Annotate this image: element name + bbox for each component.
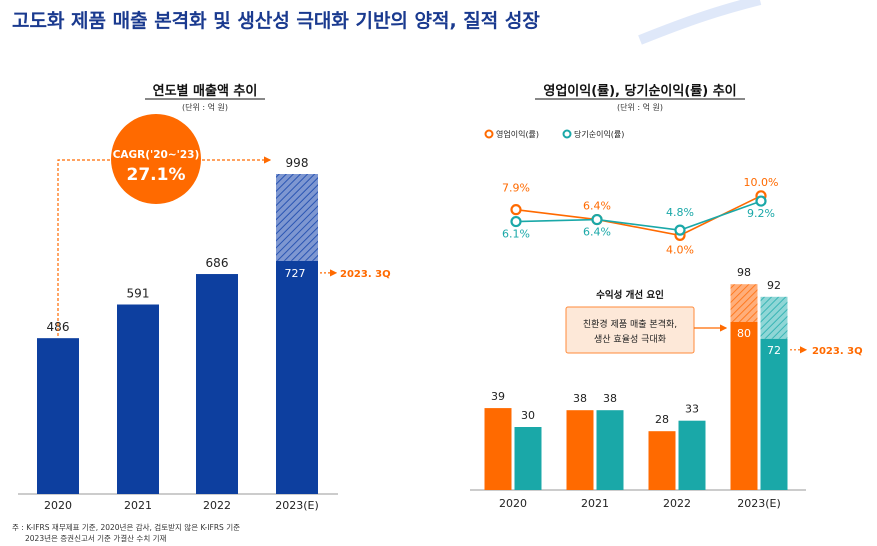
page-headline: 고도화 제품 매출 본격화 및 생산성 극대화 기반의 양적, 질적 성장 xyxy=(12,10,540,32)
line-data-label: 6.1% xyxy=(502,228,530,241)
left-x-tick-label: 2020 xyxy=(44,499,72,512)
left-chart-title: 연도별 매출액 추이 xyxy=(153,83,258,99)
right-bar-value-label: 39 xyxy=(491,390,505,403)
right-bar-value-label: 38 xyxy=(573,392,587,405)
line-series-0 xyxy=(515,195,762,237)
left-bars-group: 486 2020 591 2021 686 2022 727 2023. 3Q 998 2023(… xyxy=(37,156,391,512)
right-bar-partial-label: 72 xyxy=(767,344,781,357)
right-bar-value-label: 38 xyxy=(603,392,617,405)
right-bar-0-2 xyxy=(648,431,676,490)
line-data-label: 6.4% xyxy=(583,226,611,239)
right-chart-subtitle: (단위 : 억 원) xyxy=(617,102,663,112)
legend-net-marker xyxy=(562,129,572,139)
right-bar-hatched-0 xyxy=(730,284,758,322)
line-data-label: 10.0% xyxy=(744,176,779,189)
right-partial-period-label: 2023. 3Q xyxy=(812,346,863,357)
cagr-badge xyxy=(111,114,201,204)
line-data-label: 4.0% xyxy=(666,243,694,256)
right-bar-value-label: 28 xyxy=(655,413,669,426)
left-partial-period-label: 2023. 3Q xyxy=(340,269,391,280)
callout-title: 수익성 개선 요인 xyxy=(596,289,664,301)
right-bar-1-1 xyxy=(596,410,624,490)
right-bar-value-label: 92 xyxy=(767,279,781,292)
legend-operating-marker xyxy=(484,129,494,139)
callout-line-2: 생산 효율성 극대화 xyxy=(594,334,666,345)
callout-line-1: 친환경 제품 매출 본격화, xyxy=(583,318,677,330)
left-chart-subtitle: (단위 : 억 원) xyxy=(182,102,228,112)
right-chart-title: 영업이익(률), 당기순이익(률) 추이 xyxy=(543,83,736,99)
cagr-label: CAGR('20~'23) xyxy=(113,149,200,161)
right-bar-hatched-1 xyxy=(760,296,788,339)
right-bar-1-3 xyxy=(760,338,788,490)
right-bar-1-2 xyxy=(678,420,706,490)
right-bar-0-1 xyxy=(566,410,594,490)
left-bar-partial-label: 727 xyxy=(285,267,306,280)
line-data-label: 7.9% xyxy=(502,182,530,195)
line-point-0-0 xyxy=(510,204,522,216)
right-bar-value-label: 33 xyxy=(685,403,699,416)
right-bar-0-3 xyxy=(730,322,758,490)
line-data-label: 6.4% xyxy=(583,200,611,213)
right-lines-group: 7.9% 6.4% 4.0% 10.0% 6.1% 6.4% 4.8% 9.2% xyxy=(502,176,778,257)
left-bar-2020 xyxy=(37,338,79,494)
decorative-swoosh xyxy=(638,0,762,45)
left-bar-2021 xyxy=(117,304,159,494)
left-bar-hatched-2023(E) xyxy=(276,174,318,261)
line-series-1 xyxy=(515,200,762,231)
left-bar-value-label: 591 xyxy=(127,287,150,301)
left-x-tick-label: 2021 xyxy=(124,499,152,512)
legend-operating-label: 영업이익(률) xyxy=(496,129,539,139)
right-x-tick-label: 2023(E) xyxy=(737,497,781,510)
left-bar-value-label: 998 xyxy=(286,156,309,170)
right-x-tick-label: 2020 xyxy=(499,497,527,510)
left-bar-2022 xyxy=(196,274,238,494)
left-bar-value-label: 686 xyxy=(206,256,229,270)
left-x-tick-label: 2022 xyxy=(203,499,231,512)
right-bar-value-label: 30 xyxy=(521,409,535,422)
line-data-label: 4.8% xyxy=(666,206,694,219)
right-bar-1-0 xyxy=(514,427,542,490)
right-bars-group: 39 30 2020 38 38 2021 28 33 2022 80 98 72 92 2023(E) 2… xyxy=(484,266,863,510)
line-point-1-3 xyxy=(755,195,767,207)
right-x-tick-label: 2022 xyxy=(663,497,691,510)
legend-net-label: 당기순이익(률) xyxy=(574,129,624,139)
line-point-1-2 xyxy=(674,224,686,236)
right-bar-value-label: 98 xyxy=(737,266,751,279)
right-bar-0-0 xyxy=(484,408,512,490)
cagr-value: 27.1% xyxy=(127,165,186,185)
right-bar-partial-label: 80 xyxy=(737,327,751,340)
left-bar-2023(E) xyxy=(276,260,318,494)
left-x-tick-label: 2023(E) xyxy=(275,499,319,512)
line-data-label: 9.2% xyxy=(747,207,775,220)
footnote-line-2: 2023년은 증권신고서 기준 가결산 수치 기재 xyxy=(25,534,167,543)
callout-box xyxy=(565,306,695,354)
left-bar-value-label: 486 xyxy=(47,320,70,334)
right-x-tick-label: 2021 xyxy=(581,497,609,510)
footnote-line-1: 주 : K-IFRS 재무제표 기준, 2020년은 감사, 검토받지 않은 K… xyxy=(12,523,240,532)
line-point-1-0 xyxy=(510,215,522,228)
line-point-1-1 xyxy=(591,213,603,226)
